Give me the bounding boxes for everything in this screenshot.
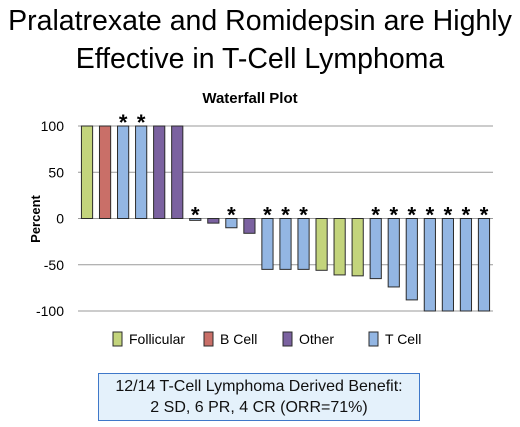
- chart-title: Waterfall Plot: [202, 90, 297, 107]
- bar: [225, 218, 238, 229]
- bar: [387, 218, 400, 288]
- y-tick-label: 50: [48, 164, 64, 180]
- bar: [369, 218, 382, 280]
- asterisk-marker: *: [480, 203, 489, 228]
- bar: [117, 125, 130, 219]
- legend-label: B Cell: [220, 331, 257, 347]
- legend-swatch: [203, 331, 214, 347]
- asterisk-marker: *: [462, 203, 471, 228]
- y-tick-label: -100: [36, 303, 64, 319]
- y-tick-label: 100: [41, 118, 65, 134]
- bar: [351, 218, 364, 277]
- asterisk-marker: *: [408, 203, 417, 228]
- bar: [279, 218, 292, 270]
- bar: [297, 218, 310, 270]
- bar: [80, 125, 94, 219]
- legend-swatch: [112, 331, 123, 347]
- legend-label: T Cell: [385, 331, 421, 347]
- bar: [423, 218, 436, 312]
- asterisk-marker: *: [191, 203, 200, 228]
- bar: [459, 218, 473, 312]
- summary-line2: 2 SD, 6 PR, 4 CR (ORR=71%): [150, 399, 368, 416]
- y-tick-label: -50: [44, 257, 64, 273]
- asterisk-marker: *: [426, 203, 435, 228]
- asterisk-marker: *: [119, 110, 128, 135]
- asterisk-marker: *: [263, 203, 272, 228]
- summary-box: 12/14 T-Cell Lymphoma Derived Benefit: 2…: [98, 373, 420, 421]
- bar: [477, 218, 491, 312]
- asterisk-marker: *: [299, 203, 308, 228]
- bar: [405, 218, 418, 301]
- asterisk-marker: *: [389, 203, 398, 228]
- bar: [135, 125, 148, 219]
- bar: [315, 218, 328, 271]
- bar: [189, 218, 202, 221]
- summary-line1: 12/14 T-Cell Lymphoma Derived Benefit:: [115, 378, 403, 395]
- legend-swatch: [368, 331, 379, 347]
- asterisk-marker: *: [281, 203, 290, 228]
- bar: [261, 218, 274, 270]
- asterisk-marker: *: [371, 203, 380, 228]
- legend-label: Follicular: [129, 331, 185, 347]
- y-tick-label: 0: [56, 211, 64, 227]
- legend-label: Other: [299, 331, 334, 347]
- bar: [98, 125, 112, 219]
- bar: [333, 218, 346, 276]
- bar: [243, 218, 256, 234]
- bar: [153, 125, 166, 219]
- asterisk-marker: *: [137, 110, 146, 135]
- bar: [171, 125, 184, 219]
- asterisk-marker: *: [227, 203, 236, 228]
- slide-title-line2: Effective in T-Cell Lymphoma: [75, 43, 445, 75]
- slide-title-line1: Pralatrexate and Romidepsin are Highly: [8, 5, 512, 37]
- asterisk-marker: *: [444, 203, 453, 228]
- legend-swatch: [282, 331, 293, 347]
- slide-title: Pralatrexate and Romidepsin are Highly E…: [0, 2, 520, 78]
- y-axis-label: Percent: [28, 194, 43, 242]
- bar: [207, 218, 220, 224]
- bar: [441, 218, 454, 312]
